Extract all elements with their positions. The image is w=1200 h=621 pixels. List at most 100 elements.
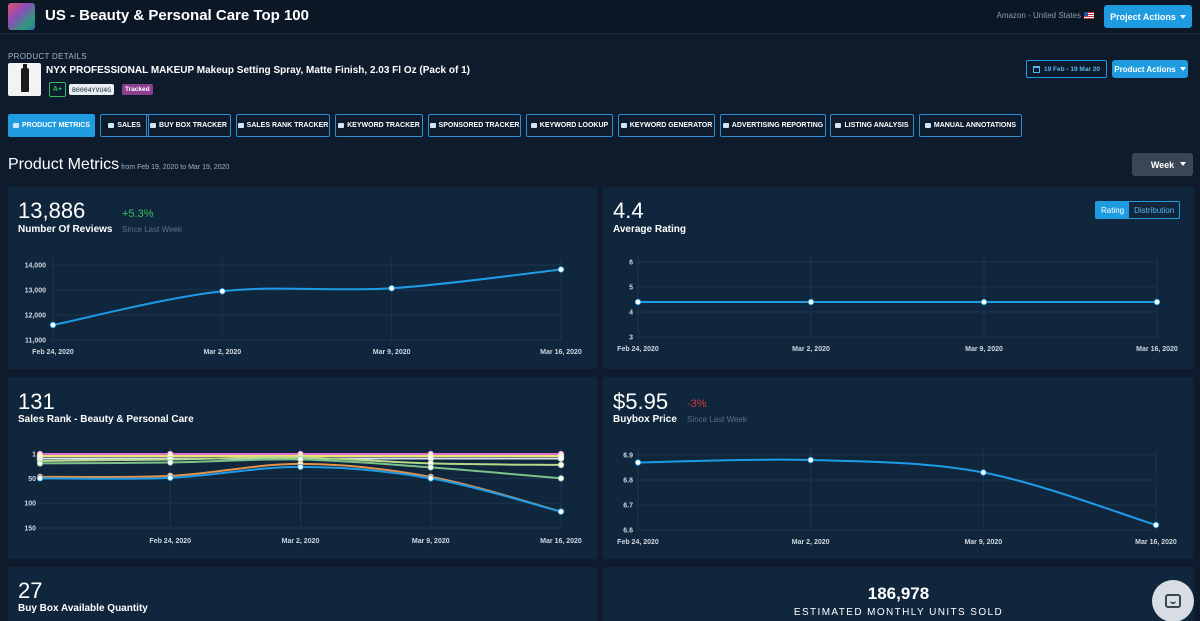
- x-tick-label: Mar 9, 2020: [965, 346, 1003, 353]
- x-tick-label: Mar 16, 2020: [540, 538, 582, 545]
- period-value: Week: [1150, 159, 1175, 170]
- date-range-text: 19 Feb - 19 Mar 20: [1044, 65, 1100, 73]
- project-actions-button[interactable]: Project Actions: [1104, 5, 1192, 28]
- tab-keyword-generator[interactable]: KEYWORD GENERATOR: [618, 114, 715, 137]
- metrics-subtitle: from Feb 19, 2020 to Mar 19, 2020: [121, 164, 230, 171]
- tab-manual-annotations[interactable]: MANUAL ANNOTATIONS: [919, 114, 1022, 137]
- list-icon: [924, 123, 931, 128]
- rating-chart: 6 5 4 3 Feb 24, 2020 Mar 2, 2020 Mar 9, 2020 Ma…: [617, 256, 1178, 353]
- dollar-icon: [429, 123, 436, 128]
- data-point: [807, 298, 815, 306]
- x-tick-label: Mar 2, 2020: [282, 538, 320, 545]
- binoculars-icon: [338, 123, 345, 128]
- y-tick-label: 12,000: [25, 313, 47, 320]
- bag-icon: [108, 123, 115, 128]
- reviews-label: Number Of Reviews: [18, 224, 113, 235]
- y-tick-label: 13,000: [25, 288, 47, 295]
- data-point: [427, 475, 434, 482]
- data-point: [427, 464, 434, 471]
- data-point: [980, 469, 987, 476]
- buybox-quantity-panel: [8, 567, 597, 621]
- product-name: NYX PROFESSIONAL MAKEUP Makeup Setting S…: [46, 65, 470, 76]
- trophy-icon: [237, 123, 244, 128]
- x-tick-label: Mar 9, 2020: [964, 539, 1002, 546]
- chat-button[interactable]: [1152, 580, 1194, 621]
- x-tick-label: Mar 16, 2020: [1135, 539, 1177, 546]
- y-tick-label: 6.7: [623, 503, 633, 510]
- x-tick-label: Feb 24, 2020: [149, 538, 191, 545]
- buybox-quantity-label: Buy Box Available Quantity: [18, 603, 148, 614]
- y-tick-label: 6.8: [623, 478, 633, 485]
- marketplace-label: Amazon - United States: [997, 11, 1094, 20]
- date-range-picker[interactable]: 19 Feb - 19 Mar 20: [1026, 60, 1107, 78]
- data-point: [167, 474, 174, 482]
- period-select[interactable]: Week: [1132, 153, 1193, 176]
- tracked-badge: Tracked: [122, 84, 153, 95]
- series-line: [637, 458, 1157, 526]
- tab-sales-rank-tracker[interactable]: SALES RANK TRACKER: [236, 114, 330, 137]
- sales-rank-label: Sales Rank - Beauty & Personal Care: [18, 414, 194, 425]
- tab-keyword-lookup[interactable]: KEYWORD LOOKUP: [526, 114, 613, 137]
- page-title: Product Metrics from Feb 19, 2020 to Mar …: [8, 156, 229, 174]
- chevron-down-icon: [1180, 162, 1186, 166]
- x-tick-label: Mar 9, 2020: [412, 538, 450, 545]
- rating-label: Average Rating: [613, 224, 686, 235]
- x-tick-label: Mar 2, 2020: [792, 346, 830, 353]
- reviews-chart: 14,000 13,000 12,000 11,000 Feb 24, 2020 Mar …: [25, 259, 582, 356]
- chat-icon: [1165, 594, 1181, 608]
- product-actions-button[interactable]: Product Actions: [1112, 60, 1188, 78]
- x-tick-label: Mar 9, 2020: [373, 349, 411, 356]
- us-flag-icon: [1084, 12, 1094, 19]
- data-point: [634, 459, 642, 466]
- listing-grade-badge: A+: [49, 82, 66, 97]
- distribution-toggle-button[interactable]: Distribution: [1134, 205, 1175, 215]
- data-point: [557, 475, 565, 482]
- tab-advertising-reporting[interactable]: ADVERTISING REPORTING: [720, 114, 826, 137]
- tab-keyword-tracker[interactable]: KEYWORD TRACKER: [335, 114, 423, 137]
- metrics-title: Product Metrics: [8, 156, 120, 173]
- y-tick-label: 1: [32, 452, 36, 459]
- calendar-icon: [1033, 65, 1040, 73]
- product-details-label: PRODUCT DETAILS: [8, 52, 87, 61]
- data-point: [49, 321, 57, 329]
- y-tick-label: 100: [24, 501, 36, 508]
- tab-listing-analysis[interactable]: LISTING ANALYSIS: [830, 114, 914, 137]
- reviews-value: 13,886: [18, 198, 86, 223]
- y-tick-label: 14,000: [25, 263, 47, 270]
- chart-icon: [12, 123, 19, 128]
- x-tick-label: Feb 24, 2020: [617, 539, 659, 546]
- tab-sales[interactable]: SALES: [100, 114, 149, 137]
- data-point: [297, 463, 304, 471]
- x-tick-label: Feb 24, 2020: [32, 349, 74, 356]
- estimated-units-label: ESTIMATED MONTHLY UNITS SOLD: [793, 607, 1004, 618]
- tab-product-metrics[interactable]: PRODUCT METRICS: [8, 114, 95, 137]
- data-point: [557, 508, 565, 515]
- app-logo: [8, 3, 35, 30]
- top-bar: US - Beauty & Personal Care Top 100 Amaz…: [0, 0, 1200, 34]
- marketplace-text: Amazon - United States: [996, 11, 1081, 20]
- buybox-price-chart: 6.9 6.8 6.7 6.6 Feb 24, 2020 Mar 2, 2020 Mar 9…: [617, 449, 1177, 546]
- chevron-down-icon: [1179, 67, 1186, 71]
- tab-sponsored-tracker[interactable]: SPONSORED TRACKER: [428, 114, 521, 137]
- eye-icon: [530, 123, 537, 128]
- data-point: [557, 455, 565, 462]
- reviews-since: Since Last Week: [122, 225, 182, 234]
- rating-toggle-button[interactable]: Rating: [1096, 202, 1130, 218]
- product-image[interactable]: [8, 63, 41, 96]
- data-point: [36, 460, 44, 467]
- buybox-price-since: Since Last Week: [687, 415, 747, 424]
- series-line: [52, 268, 562, 326]
- y-tick-label: 150: [24, 526, 36, 533]
- data-point: [1153, 298, 1161, 306]
- rating-value: 4.4: [613, 198, 644, 223]
- ad-icon: [722, 123, 729, 128]
- data-point: [167, 459, 174, 466]
- estimated-units-value: 186,978: [867, 584, 930, 603]
- x-tick-label: Mar 16, 2020: [540, 349, 582, 356]
- buybox-price-panel: [603, 377, 1194, 559]
- asin-badge[interactable]: B0004YVU4G: [69, 84, 115, 95]
- tab-buy-box-tracker[interactable]: BUY BOX TRACKER: [146, 114, 231, 137]
- y-tick-label: 5: [629, 285, 633, 292]
- y-tick-label: 4: [629, 310, 633, 317]
